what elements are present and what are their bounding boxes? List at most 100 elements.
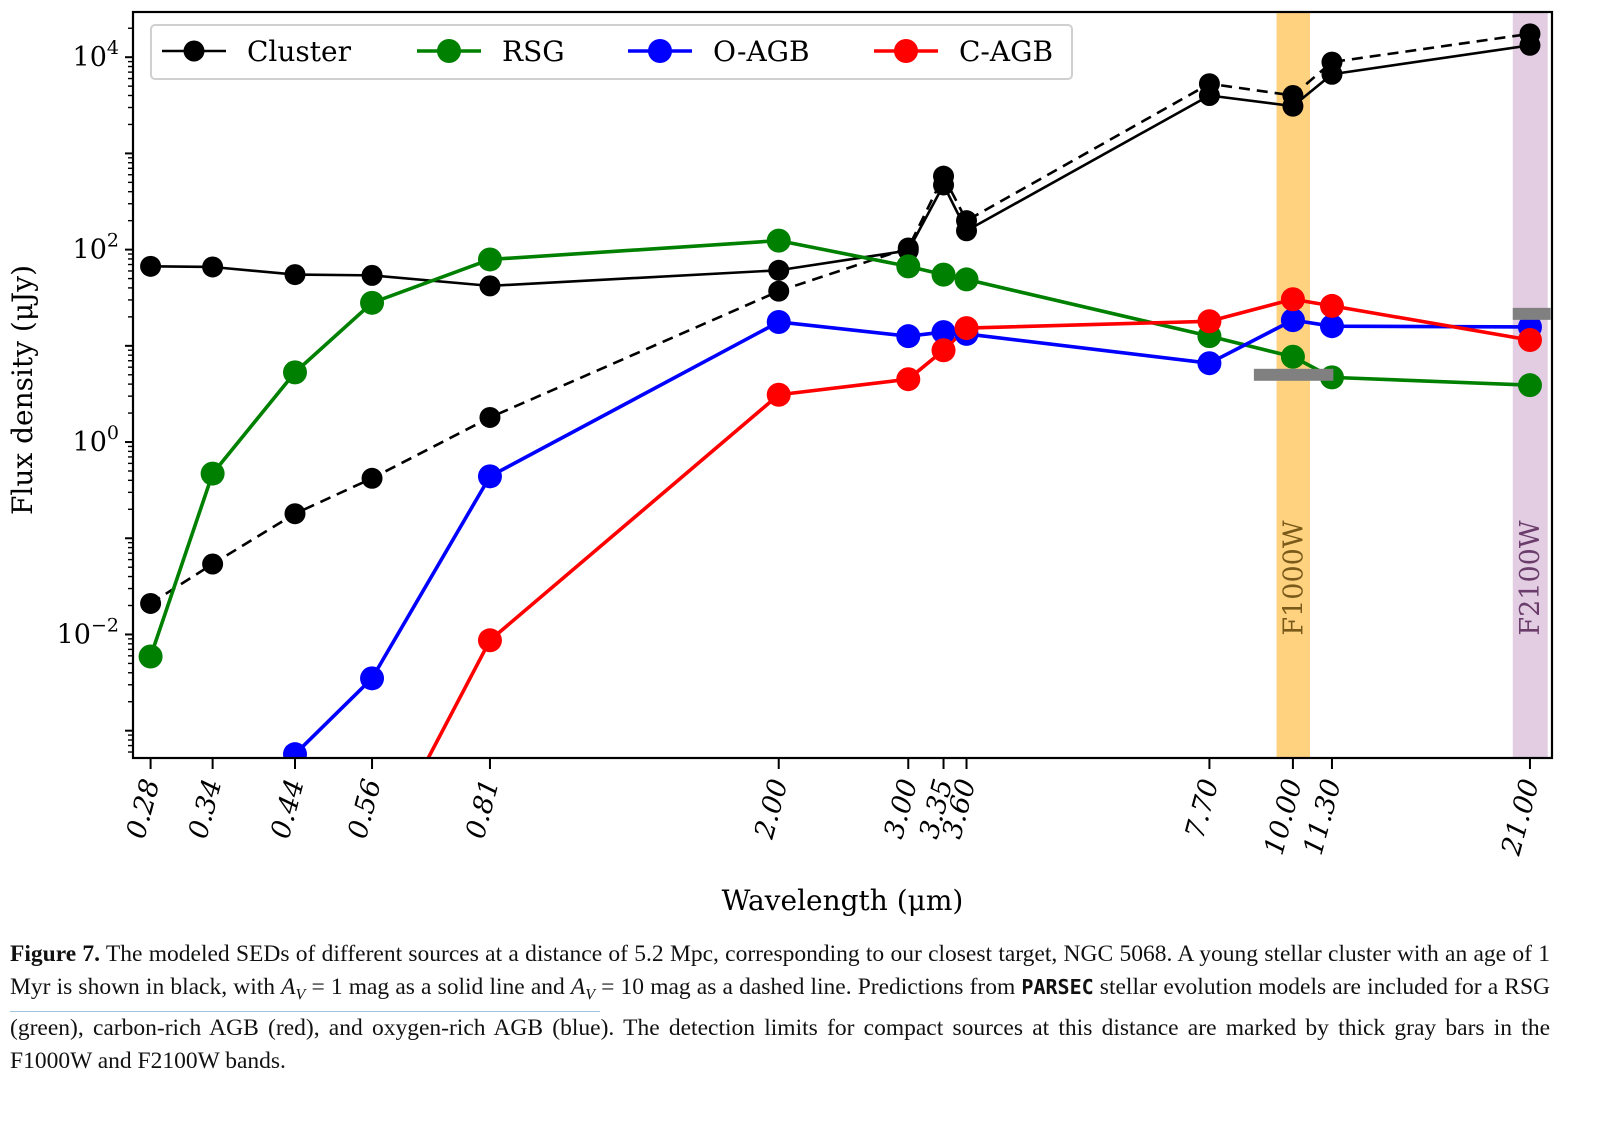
caption-math: A xyxy=(281,974,296,1000)
legend-box xyxy=(150,24,1073,80)
data-point-o-agb xyxy=(360,666,385,691)
data-point-cluster xyxy=(202,256,224,278)
data-point-rsg xyxy=(896,254,921,279)
band-label-f1000w: F1000W xyxy=(1278,520,1309,635)
data-point-cluster xyxy=(768,259,790,281)
x-tick-label: 0.81 xyxy=(460,776,506,842)
data-point-o-agb xyxy=(1280,308,1305,333)
legend-swatch-marker xyxy=(648,39,672,63)
legend-label: RSG xyxy=(502,35,565,68)
y-tick-label: 104 xyxy=(73,37,119,73)
caption-math: A xyxy=(570,974,586,1000)
legend: Cluster RSG O-AGB C-AGB xyxy=(150,24,1073,80)
caption-text-segment: = 10 mag as a dashed line. Predictions f… xyxy=(595,974,1022,1000)
data-point-o-agb xyxy=(896,324,921,349)
legend-swatch-marker xyxy=(894,39,918,63)
x-tick-label: 2.00 xyxy=(749,776,795,843)
data-point-o-agb xyxy=(1197,351,1222,376)
data-point-c-agb xyxy=(931,338,956,363)
x-axis-label: Wavelength (μm) xyxy=(722,884,964,917)
data-point-c-agb xyxy=(1280,287,1305,312)
y-axis-label: Flux density (μJy) xyxy=(6,265,39,515)
data-point-rsg xyxy=(477,247,502,272)
data-point-c-agb xyxy=(477,628,502,653)
band-label-f2100w: F2100W xyxy=(1515,520,1546,635)
detection-limits xyxy=(1253,307,1551,381)
data-point-cluster-a-v-10 xyxy=(897,237,919,259)
plot-frame xyxy=(131,10,1554,760)
y-tick-label: 10−2 xyxy=(57,614,119,650)
x-tick-label: 0.56 xyxy=(342,776,388,842)
band-f1000w xyxy=(1276,13,1311,757)
detection-limit-f1000w xyxy=(1253,368,1334,381)
x-tick-label: 0.44 xyxy=(265,776,311,842)
y-tick-exponent: 4 xyxy=(107,37,119,59)
figure-caption: Figure 7. The modeled SEDs of different … xyxy=(10,938,1550,1078)
y-tick-label: 100 xyxy=(73,422,119,458)
data-point-c-agb xyxy=(360,853,384,877)
data-point-c-agb xyxy=(766,382,791,407)
data-point-cluster-a-v-10 xyxy=(140,592,162,614)
caption-math: V xyxy=(585,986,596,1004)
data-point-rsg xyxy=(931,262,956,287)
data-point-rsg xyxy=(954,267,979,292)
series-markers xyxy=(138,23,1542,877)
data-point-cluster-a-v-10 xyxy=(1198,73,1220,95)
data-point-cluster xyxy=(479,275,501,297)
data-point-rsg xyxy=(200,461,225,486)
data-point-cluster-a-v-10 xyxy=(956,210,978,232)
caption-text-segment: stellar evolution models are included fo… xyxy=(10,974,1550,1074)
data-point-cluster-a-v-10 xyxy=(1519,23,1541,45)
data-point-o-agb xyxy=(766,309,791,334)
data-point-o-agb xyxy=(931,320,956,345)
x-axis: 0.28 0.34 0.44 0.56 0.81 2.00 3.003.353.60 7.70… xyxy=(121,758,1546,859)
caption-text-segment: = 1 mag as a solid line and xyxy=(305,974,571,1000)
data-point-cluster-a-v-10 xyxy=(479,406,501,428)
data-point-cluster-a-v-10 xyxy=(933,165,955,187)
data-point-rsg xyxy=(138,644,163,669)
legend-label: C-AGB xyxy=(959,35,1053,68)
data-point-cluster-a-v-10 xyxy=(1321,51,1343,73)
data-point-rsg xyxy=(1517,373,1542,398)
y-tick-base: 10 xyxy=(73,235,107,266)
data-point-c-agb xyxy=(1197,309,1222,334)
caption-text-segment: The modeled SEDs of different sources at… xyxy=(10,941,1551,1000)
figure-number: Figure 7. xyxy=(10,941,101,967)
y-tick-base: 10 xyxy=(57,619,91,650)
data-point-rsg xyxy=(360,290,385,315)
data-point-o-agb xyxy=(477,464,502,489)
legend-item-cluster: Cluster xyxy=(162,35,352,68)
y-tick-exponent: −2 xyxy=(91,614,119,636)
series-line-cluster xyxy=(150,43,1531,288)
series-line-c-agb xyxy=(426,297,1531,758)
detection-limit-f2100w xyxy=(1512,307,1551,320)
legend-label: O-AGB xyxy=(713,35,810,68)
x-tick-label: 0.28 xyxy=(121,776,167,842)
x-tick-label: 0.34 xyxy=(183,776,229,842)
sed-chart: F1000W F2100W 0.28 0.34 0.44 0.56 0.81 2.00 3.0… xyxy=(6,10,1554,917)
data-point-cluster xyxy=(361,264,383,286)
series-lines xyxy=(148,32,1531,758)
data-point-rsg xyxy=(1280,344,1305,369)
data-point-cluster-a-v-10 xyxy=(768,280,790,302)
data-point-cluster-a-v-10 xyxy=(1282,84,1304,106)
data-point-cluster xyxy=(140,255,162,277)
data-point-c-agb xyxy=(954,316,979,341)
data-point-o-agb xyxy=(1319,314,1344,339)
caption-code-name: PARSEC xyxy=(1021,975,1094,999)
caption-math: V xyxy=(295,986,306,1004)
data-point-rsg xyxy=(766,228,791,253)
legend-item-rsg: RSG xyxy=(417,35,565,68)
data-point-o-agb xyxy=(282,742,307,758)
y-tick-base: 10 xyxy=(73,427,107,458)
y-tick-base: 10 xyxy=(73,42,107,73)
data-point-c-agb xyxy=(896,367,921,392)
data-point-c-agb xyxy=(1319,293,1344,318)
data-point-cluster-a-v-10 xyxy=(361,467,383,489)
legend-swatch-marker xyxy=(437,39,461,63)
y-tick-exponent: 2 xyxy=(107,230,119,252)
data-point-rsg xyxy=(282,360,307,385)
legend-item-o-agb: O-AGB xyxy=(628,35,810,68)
data-point-c-agb xyxy=(1517,327,1542,352)
